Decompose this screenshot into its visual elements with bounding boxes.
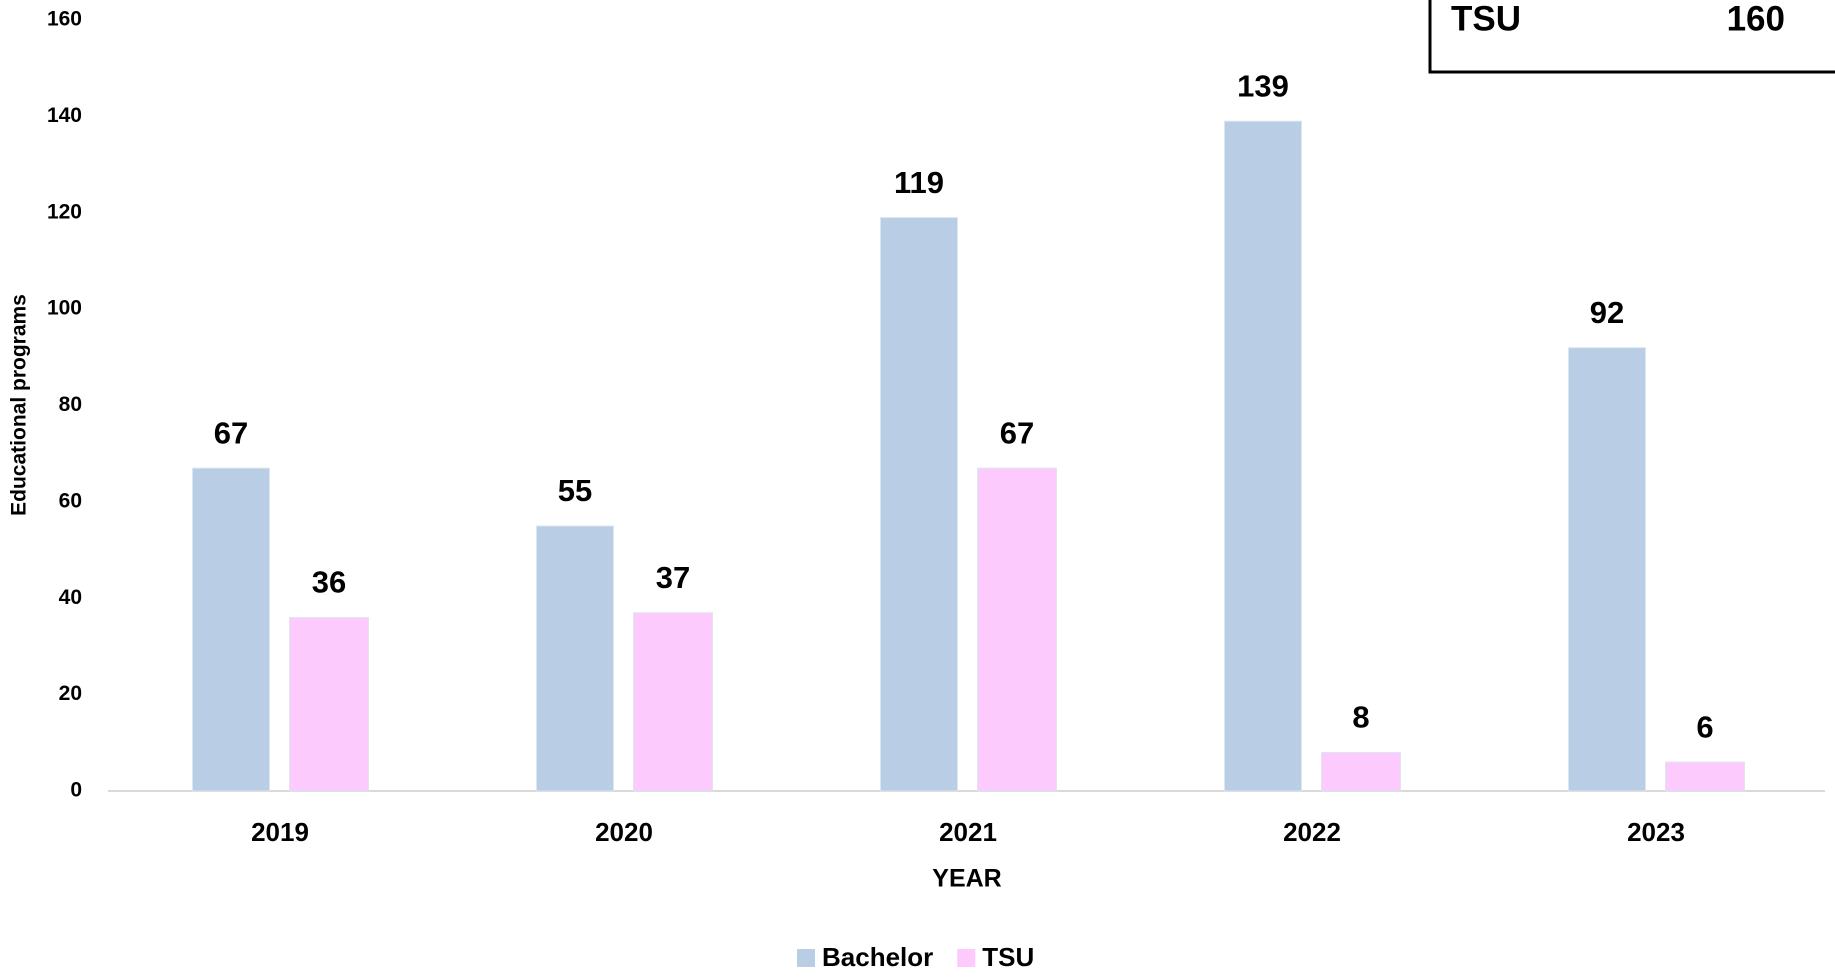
bar [289,617,369,792]
inset-value: 160 [1727,0,1785,38]
y-tick-label: 160 [47,8,82,31]
bar [1568,347,1646,792]
y-tick-label: 80 [59,393,82,416]
x-axis-title: YEAR [932,865,1001,893]
legend-label: TSU [982,942,1034,972]
y-tick-label: 120 [47,200,82,223]
bar [633,612,713,792]
y-tick-label: 140 [47,104,82,127]
data-label: 8 [1352,700,1369,735]
bar [1224,120,1302,792]
data-label: 139 [1237,68,1289,103]
inset-box [1428,0,1835,74]
x-tick-label: 2022 [1283,817,1341,847]
data-label: 119 [894,165,944,200]
y-tick-label: 100 [47,297,82,320]
data-label: 67 [1000,415,1034,450]
legend-label: Bachelor [822,942,933,972]
x-tick-label: 2020 [595,817,653,847]
y-tick-label: 60 [59,489,82,512]
bar [1321,751,1401,792]
legend-swatch [797,949,815,967]
y-tick-label: 20 [59,682,82,705]
data-label: 36 [312,565,346,600]
bar [977,467,1057,792]
bar [536,525,614,792]
y-tick-label: 40 [59,586,82,609]
legend-swatch [957,949,976,967]
x-tick-label: 2021 [939,817,997,847]
data-label: 67 [214,415,248,450]
data-label: 55 [558,473,592,508]
x-tick-label: 2019 [251,817,309,847]
bar [1665,761,1745,792]
data-label: 92 [1590,295,1624,330]
bar [192,467,270,792]
y-tick-label: 0 [70,779,82,802]
data-label: 6 [1696,709,1713,744]
x-tick-label: 2023 [1627,817,1685,847]
y-axis-title: Educational programs [8,294,31,516]
data-label: 37 [656,560,690,595]
inset-label: TSU [1451,0,1521,38]
bar [880,217,958,792]
